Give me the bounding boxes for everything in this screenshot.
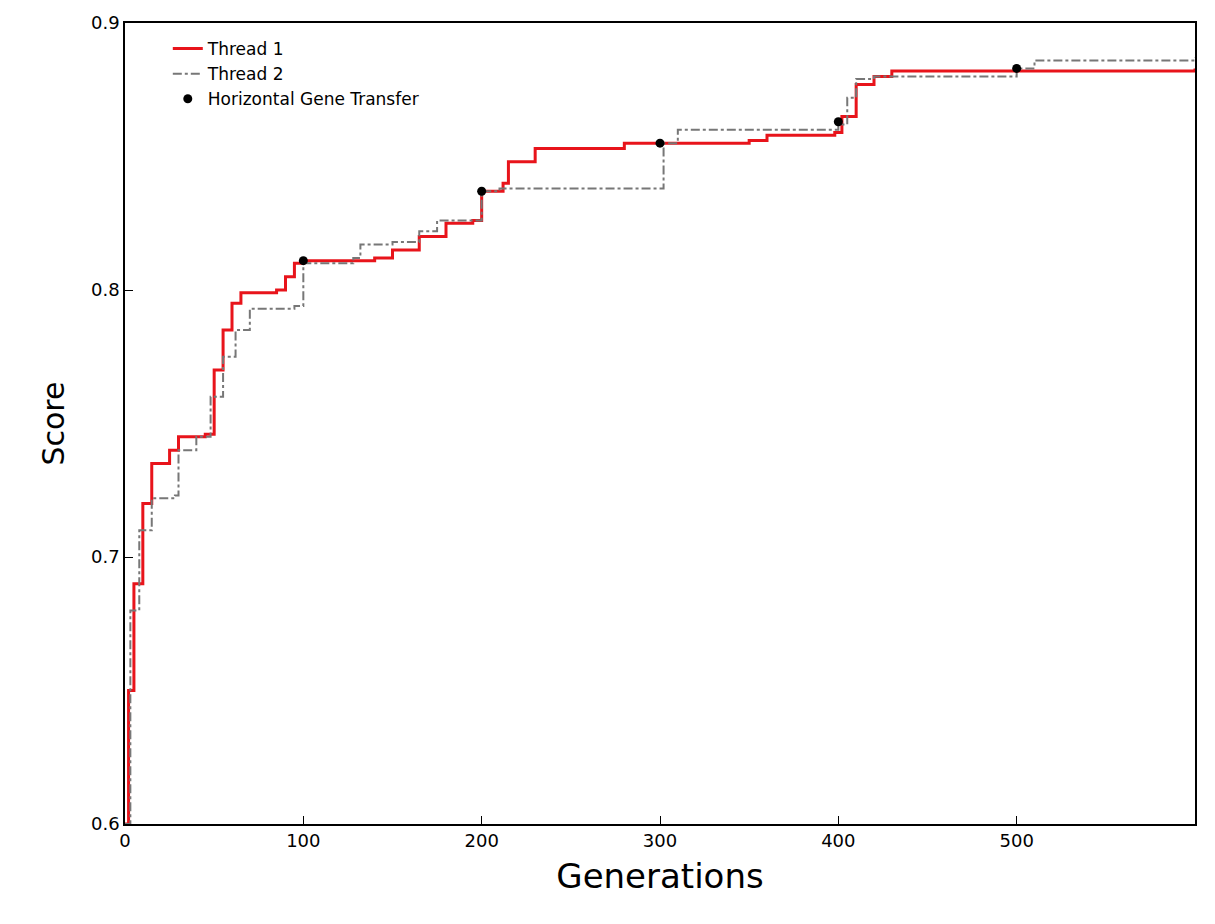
svg-text:Thread 2: Thread 2 <box>207 64 284 84</box>
svg-text:200: 200 <box>464 830 498 851</box>
svg-text:Thread 1: Thread 1 <box>207 39 284 59</box>
svg-text:0.7: 0.7 <box>91 546 120 567</box>
svg-text:Score: Score <box>36 381 71 465</box>
svg-text:100: 100 <box>286 830 320 851</box>
svg-text:400: 400 <box>821 830 855 851</box>
svg-text:0.9: 0.9 <box>91 12 120 33</box>
svg-text:0: 0 <box>119 830 130 851</box>
svg-text:500: 500 <box>999 830 1033 851</box>
svg-text:300: 300 <box>643 830 677 851</box>
svg-text:Generations: Generations <box>556 856 763 896</box>
svg-text:0.8: 0.8 <box>91 279 120 300</box>
svg-text:Horizontal Gene Transfer: Horizontal Gene Transfer <box>208 89 419 109</box>
svg-text:0.6: 0.6 <box>91 813 120 834</box>
